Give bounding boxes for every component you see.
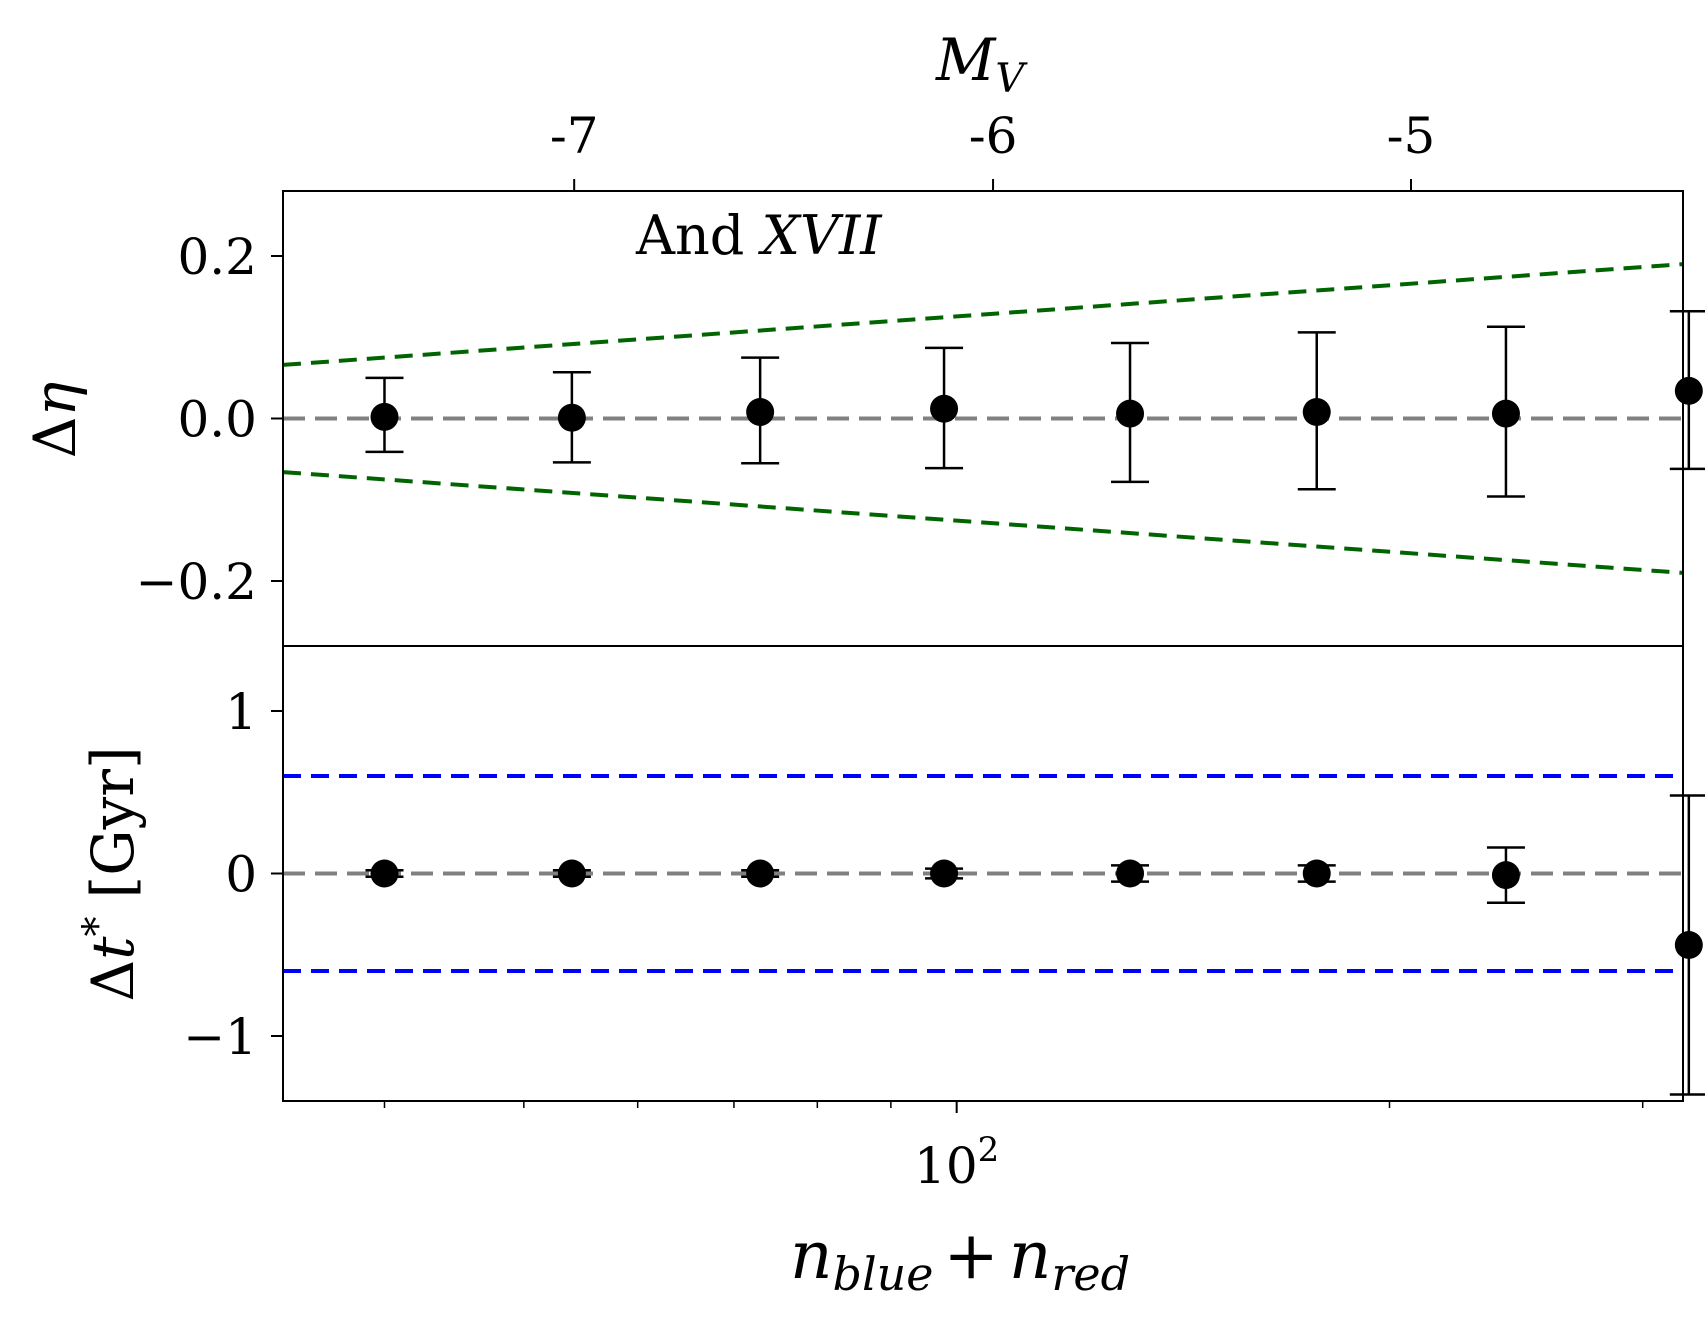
bottom-panel-marks: [283, 774, 1705, 1096]
top-marker: [1674, 376, 1703, 405]
top-ytick-label-2: 0.0: [177, 391, 257, 449]
top-marker: [1491, 399, 1520, 428]
top-point-8: [1669, 310, 1705, 471]
top-ytick-label-1: 0.2: [177, 228, 257, 286]
axes: 0.2 0.0 −0.2 1 0 −1 102 -7 -6 -5: [136, 107, 1644, 1195]
top-point-6: [1297, 331, 1336, 491]
bottom-marker: [1302, 859, 1331, 888]
bottom-point-8: [1669, 794, 1705, 1096]
top-xtick-label-1: -7: [550, 107, 599, 165]
top-y-axis-label: Δη: [21, 381, 89, 458]
top-axis-label: MV: [935, 26, 1028, 102]
bottom-point-1: [365, 859, 404, 888]
top-marker: [1116, 399, 1145, 428]
top-marker: [746, 398, 775, 426]
bottom-point-7: [1486, 846, 1525, 904]
top-lower-envelope-line: [282, 470, 1684, 575]
bottom-x-axis-label: nblue + nred: [790, 1217, 1130, 1301]
top-point-5: [1111, 341, 1150, 484]
bottom-marker: [746, 859, 775, 888]
top-point-3: [741, 356, 780, 465]
bottom-point-3: [741, 859, 780, 888]
bottom-y-axis-label: Δt*[Gyr]: [75, 746, 147, 1001]
bottom-ytick-label-3: −1: [183, 1008, 257, 1066]
bottom-marker: [370, 859, 399, 888]
bottom-marker: [930, 859, 959, 888]
top-xtick-label-2: -6: [969, 107, 1018, 165]
bottom-marker: [1116, 859, 1145, 888]
bottom-marker: [1674, 931, 1703, 959]
bottom-xtick-label-1: 102: [914, 1130, 999, 1195]
bottom-marker: [1491, 861, 1520, 890]
bottom-marker: [557, 859, 586, 888]
top-upper-envelope-line: [282, 262, 1684, 367]
top-marker: [557, 403, 586, 432]
bottom-point-6: [1297, 859, 1336, 888]
bottom-point-2: [552, 859, 591, 888]
top-point-2: [552, 370, 591, 464]
bottom-ytick-label-2: 0: [225, 846, 257, 904]
top-point-7: [1486, 325, 1525, 498]
top-marker: [370, 402, 399, 431]
top-point-1: [365, 376, 404, 454]
bottom-point-5: [1111, 859, 1150, 888]
top-panel-marks: [282, 262, 1705, 575]
top-ytick-label-3: −0.2: [136, 553, 257, 611]
top-point-4: [925, 346, 964, 470]
bottom-ytick-label-1: 1: [225, 683, 257, 741]
top-marker: [930, 394, 959, 423]
top-xtick-label-3: -5: [1387, 107, 1436, 165]
bottom-point-4: [925, 859, 964, 888]
galaxy-annotation: And XVII: [635, 204, 883, 267]
top-marker: [1302, 398, 1331, 426]
